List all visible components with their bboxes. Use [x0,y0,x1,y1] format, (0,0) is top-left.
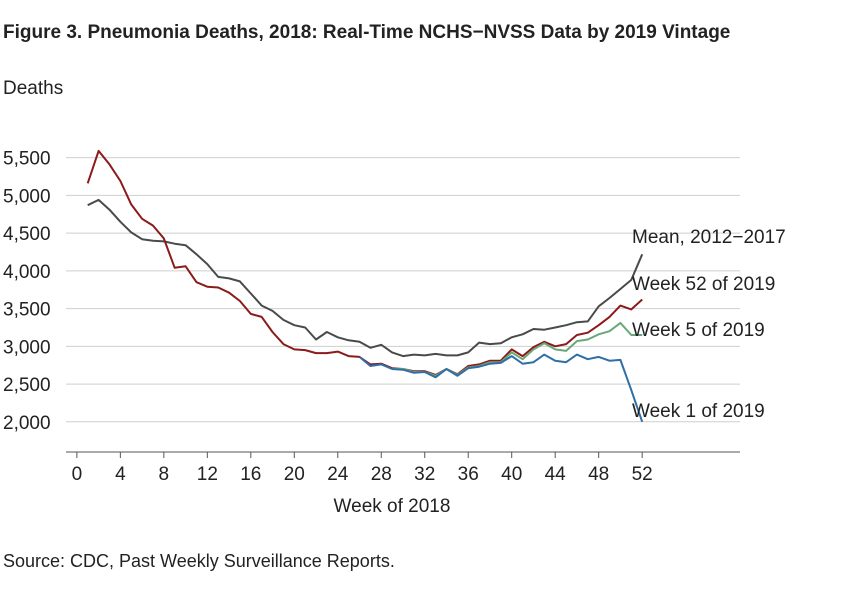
x-tick-label: 24 [327,464,349,485]
x-tick-label: 12 [197,464,218,485]
x-tick-label: 36 [458,464,479,485]
x-tick-label: 48 [588,464,609,485]
x-tick-label: 32 [414,464,435,485]
y-tick-label: 3,000 [3,337,51,358]
series-line-1 [87,198,644,358]
x-tick-label: 0 [72,464,83,485]
y-tick-label: 4,000 [3,262,51,283]
y-axis-label: Deaths [3,78,63,99]
x-tick-labels: 0 4 8 12 16 20 24 28 32 36 40 44 48 52 [72,464,653,485]
x-tick-label: 44 [545,464,567,485]
series-label-3: Week 5 of 2019 [632,320,765,341]
y-tick-label: 2,500 [3,375,51,396]
x-tick-label: 40 [501,464,522,485]
series-line-4 [358,353,644,423]
x-tick-label: 8 [159,464,170,485]
series-label-1: Mean, 2012−2017 [632,227,786,248]
y-tick-label: 5,000 [3,186,51,207]
series-label-2: Week 52 of 2019 [632,274,775,295]
x-axis-label: Week of 2018 [334,496,451,517]
x-tick-label: 20 [284,464,305,485]
x-tick-label: 28 [371,464,392,485]
y-tick-label: 5,500 [3,149,51,170]
y-tick-label: 4,500 [3,224,51,245]
source-note: Source: CDC, Past Weekly Surveillance Re… [3,551,395,571]
series-label-4: Week 1 of 2019 [632,401,765,422]
series-labels: Mean, 2012−2017 Week 52 of 2019 Week 5 of … [632,227,786,422]
y-tick-labels: 2,000 2,500 3,000 3,500 4,000 4,500 5,000 5,500 [3,149,51,434]
axes [66,451,740,458]
x-tick-label: 52 [632,464,653,485]
x-tick-label: 4 [115,464,126,485]
y-tick-label: 3,500 [3,300,51,321]
figure-title: Figure 3. Pneumonia Deaths, 2018: Real-T… [3,22,731,43]
series-line-2 [86,149,643,376]
y-tick-label: 2,000 [3,413,51,434]
series-lines [86,149,644,423]
series-line-3 [392,321,643,377]
x-tick-label: 16 [240,464,261,485]
